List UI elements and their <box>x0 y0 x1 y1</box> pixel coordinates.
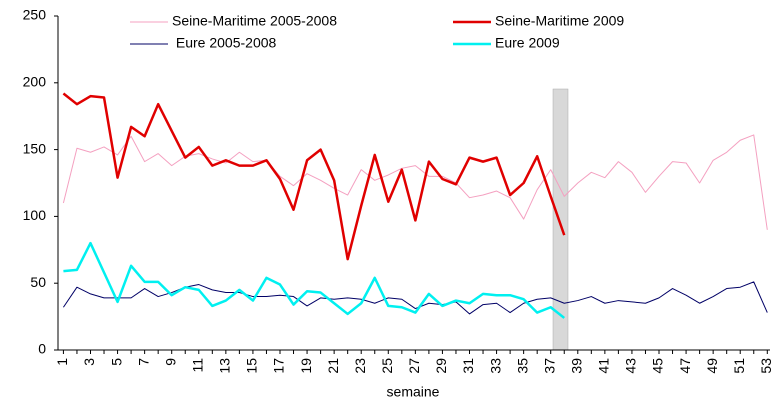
x-tick-label: 25 <box>379 358 395 374</box>
x-tick-label: 17 <box>271 358 287 374</box>
x-tick-label: 15 <box>244 358 260 374</box>
x-tick-label: 53 <box>758 358 771 374</box>
legend-label: Seine-Maritime 2009 <box>495 13 624 29</box>
x-tick-label: 35 <box>514 358 530 374</box>
legend-label: Eure 2005-2008 <box>172 35 277 51</box>
x-tick-label: 11 <box>189 358 205 373</box>
x-tick-label: 29 <box>433 358 449 374</box>
x-tick-label: 37 <box>541 358 557 374</box>
y-tick-label: 0 <box>38 341 46 357</box>
x-tick-label: 23 <box>352 358 368 374</box>
x-tick-label: 13 <box>217 358 233 374</box>
x-tick-label: 41 <box>596 358 612 374</box>
x-tick-label: 21 <box>325 358 341 374</box>
legend-label: Seine-Maritime 2005-2008 <box>172 13 337 29</box>
x-tick-label: 33 <box>487 358 503 374</box>
x-tick-label: 1 <box>54 358 70 366</box>
x-tick-label: 45 <box>650 358 666 374</box>
y-tick-label: 250 <box>23 7 47 23</box>
line-series <box>62 92 566 261</box>
line-series <box>62 134 768 230</box>
x-tick-label: 39 <box>568 358 584 374</box>
x-tick-label: 27 <box>406 358 422 374</box>
x-tick-label: 47 <box>677 358 693 374</box>
x-tick-label: 5 <box>108 358 124 366</box>
x-tick-label: 19 <box>298 358 314 374</box>
x-tick-label: 49 <box>704 358 720 374</box>
x-tick-label: 51 <box>731 358 747 374</box>
x-tick-label: 9 <box>162 358 178 366</box>
line-series <box>63 281 768 315</box>
x-tick-label: 43 <box>623 358 639 374</box>
legend-label: Eure 2009 <box>495 35 560 51</box>
y-tick-label: 150 <box>23 140 47 156</box>
y-tick-label: 50 <box>30 274 46 290</box>
y-tick-label: 200 <box>23 74 47 90</box>
line-series <box>63 241 566 319</box>
x-tick-label: 3 <box>81 358 97 366</box>
x-axis-label: semaine <box>387 384 440 400</box>
y-tick-label: 100 <box>23 207 47 223</box>
x-tick-label: 7 <box>135 358 151 366</box>
x-tick-label: 31 <box>460 358 476 374</box>
